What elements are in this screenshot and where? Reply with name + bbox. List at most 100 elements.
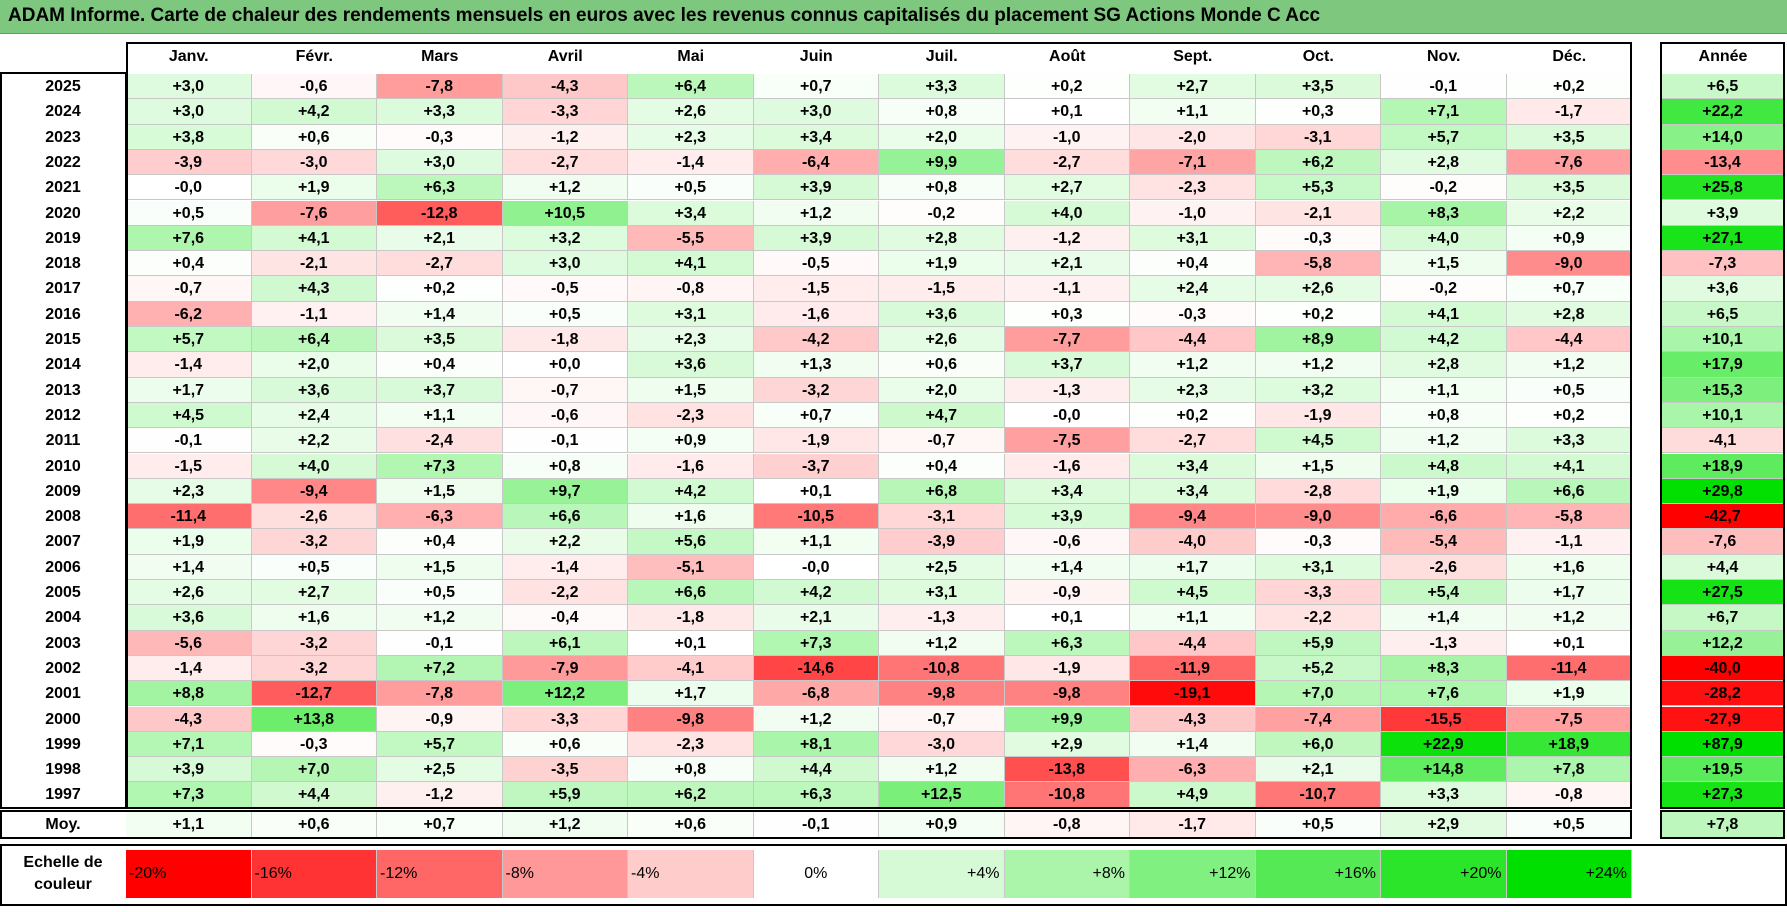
heatmap-cell: -4,4 [1130,630,1256,656]
year-label: 2016 [45,305,81,323]
heatmap-cell: +3,6 [628,352,754,378]
heatmap-cell: +0,4 [126,251,252,277]
heatmap-cell: +6,0 [1255,731,1381,758]
heatmap-cell: -6,6 [1381,504,1507,530]
heatmap-cell: +3,4 [1004,478,1130,505]
heatmap-cell: +13,8 [251,706,377,732]
heatmap-cell: +2,7 [251,580,377,606]
heatmap-cell: +1,2 [753,200,879,226]
heatmap-cell: +0,6 [879,352,1005,378]
heatmap-cell: +4,1 [1506,453,1632,479]
heatmap-cell: -9,4 [1130,504,1256,530]
heatmap-cell: -2,8 [1255,478,1381,505]
heatmap-cell: +2,7 [1004,175,1130,201]
heatmap-cell: +2,6 [879,327,1005,353]
heatmap-cell: -0,1 [502,428,628,454]
heatmap-cell: +3,4 [628,200,754,226]
heatmap-cell: +0,8 [879,175,1005,201]
heatmap-cell: -3,2 [251,630,377,656]
color-scale-stop: -12% [377,850,503,898]
heatmap-cell: -2,7 [377,251,503,277]
heatmap-cell: +3,1 [1130,225,1256,252]
heatmap-cell: +0,3 [1255,99,1381,125]
heatmap-cell: +1,9 [126,529,252,555]
heatmap-cell: +1,7 [1506,580,1632,606]
heatmap-cell: +4,1 [628,251,754,277]
heatmap-cell: -0,0 [753,554,879,580]
heatmap-cell: +3,6 [126,605,252,631]
heatmap-cell: -2,7 [1130,428,1256,454]
heatmap-cell: -5,5 [628,225,754,252]
heatmap-cell: +5,4 [1381,580,1507,606]
average-cell: +0,6 [628,812,754,838]
heatmap-cell: -0,6 [251,74,377,100]
heatmap-cell: +4,2 [753,580,879,606]
heatmap-cell: +9,9 [879,149,1005,176]
heatmap-cell: +0,1 [628,630,754,656]
heatmap-cell: +3,5 [377,327,503,353]
heatmap-cell: -7,6 [1506,149,1632,176]
heatmap-cell: +2,8 [879,225,1005,252]
heatmap-cell: +2,2 [251,428,377,454]
color-scale-stop: +4% [879,850,1005,898]
heatmap-cell: +1,1 [753,529,879,555]
heatmap-cell: +2,2 [1506,200,1632,226]
year-label: 2012 [45,406,81,424]
heatmap-cell: -4,2 [753,327,879,353]
heatmap-cell: +6,3 [377,175,503,201]
heatmap-cell: +0,1 [1004,99,1130,125]
year-label: 2011 [45,432,81,450]
year-label: 2013 [45,381,81,399]
heatmap-cell: +7,2 [377,655,503,682]
heatmap-cell: +1,7 [628,681,754,707]
heatmap-cell: -0,1 [126,428,252,454]
heatmap-cell: +5,2 [1255,655,1381,682]
month-header: Avril [547,48,583,65]
heatmap-cell: +7,1 [126,731,252,758]
heatmap-cell: +0,8 [879,99,1005,125]
heatmap-cell: +2,1 [1255,757,1381,783]
heatmap-cell: -0,0 [1004,402,1130,429]
heatmap-cell: +1,1 [1130,99,1256,125]
heatmap-cell: -2,3 [1130,175,1256,201]
color-scale-stop: +8% [1004,850,1130,898]
month-header: Août [1049,48,1086,65]
heatmap-cell: +6,1 [502,630,628,656]
heatmap-cell: +7,3 [377,453,503,479]
heatmap-cell: -0,0 [126,175,252,201]
heatmap-cell: +5,9 [502,782,628,808]
heatmap-cell: -2,6 [1381,554,1507,580]
heatmap-cell: +1,4 [1004,554,1130,580]
heatmap-cell: -1,9 [753,428,879,454]
heatmap-cell: -14,6 [753,655,879,682]
annual-cell: +27,3 [1661,782,1785,808]
heatmap-cell: -10,8 [879,655,1005,682]
heatmap-cell: -4,3 [1130,706,1256,732]
heatmap-cell: -6,3 [1130,757,1256,783]
heatmap-cell: +3,7 [377,377,503,403]
annual-cell: +4,4 [1661,554,1785,580]
year-label: 2022 [45,153,81,171]
heatmap-cell: +5,7 [1381,124,1507,150]
heatmap-cell: -9,0 [1506,251,1632,277]
year-label: 2017 [45,280,81,298]
heatmap-cell: +0,0 [502,352,628,378]
heatmap-cell: +6,3 [1004,630,1130,656]
annual-cell: -7,6 [1661,529,1785,555]
heatmap-cell: +2,2 [502,529,628,555]
heatmap-cell: +2,3 [628,327,754,353]
heatmap-cell: -6,2 [126,301,252,327]
heatmap-cell: +7,8 [1506,757,1632,783]
heatmap-cell: +14,8 [1381,757,1507,783]
heatmap-cell: -0,1 [377,630,503,656]
annual-cell: -4,1 [1661,428,1785,454]
heatmap-cell: -3,3 [502,706,628,732]
heatmap-cell: -9,8 [879,681,1005,707]
heatmap-cell: +0,4 [377,529,503,555]
heatmap-cell: -3,0 [251,149,377,176]
color-scale-stop: +16% [1255,850,1381,898]
heatmap-cell: -0,3 [251,731,377,758]
heatmap-cell: +1,1 [377,402,503,429]
heatmap-cell: -9,8 [628,706,754,732]
year-label: 2008 [45,508,81,526]
